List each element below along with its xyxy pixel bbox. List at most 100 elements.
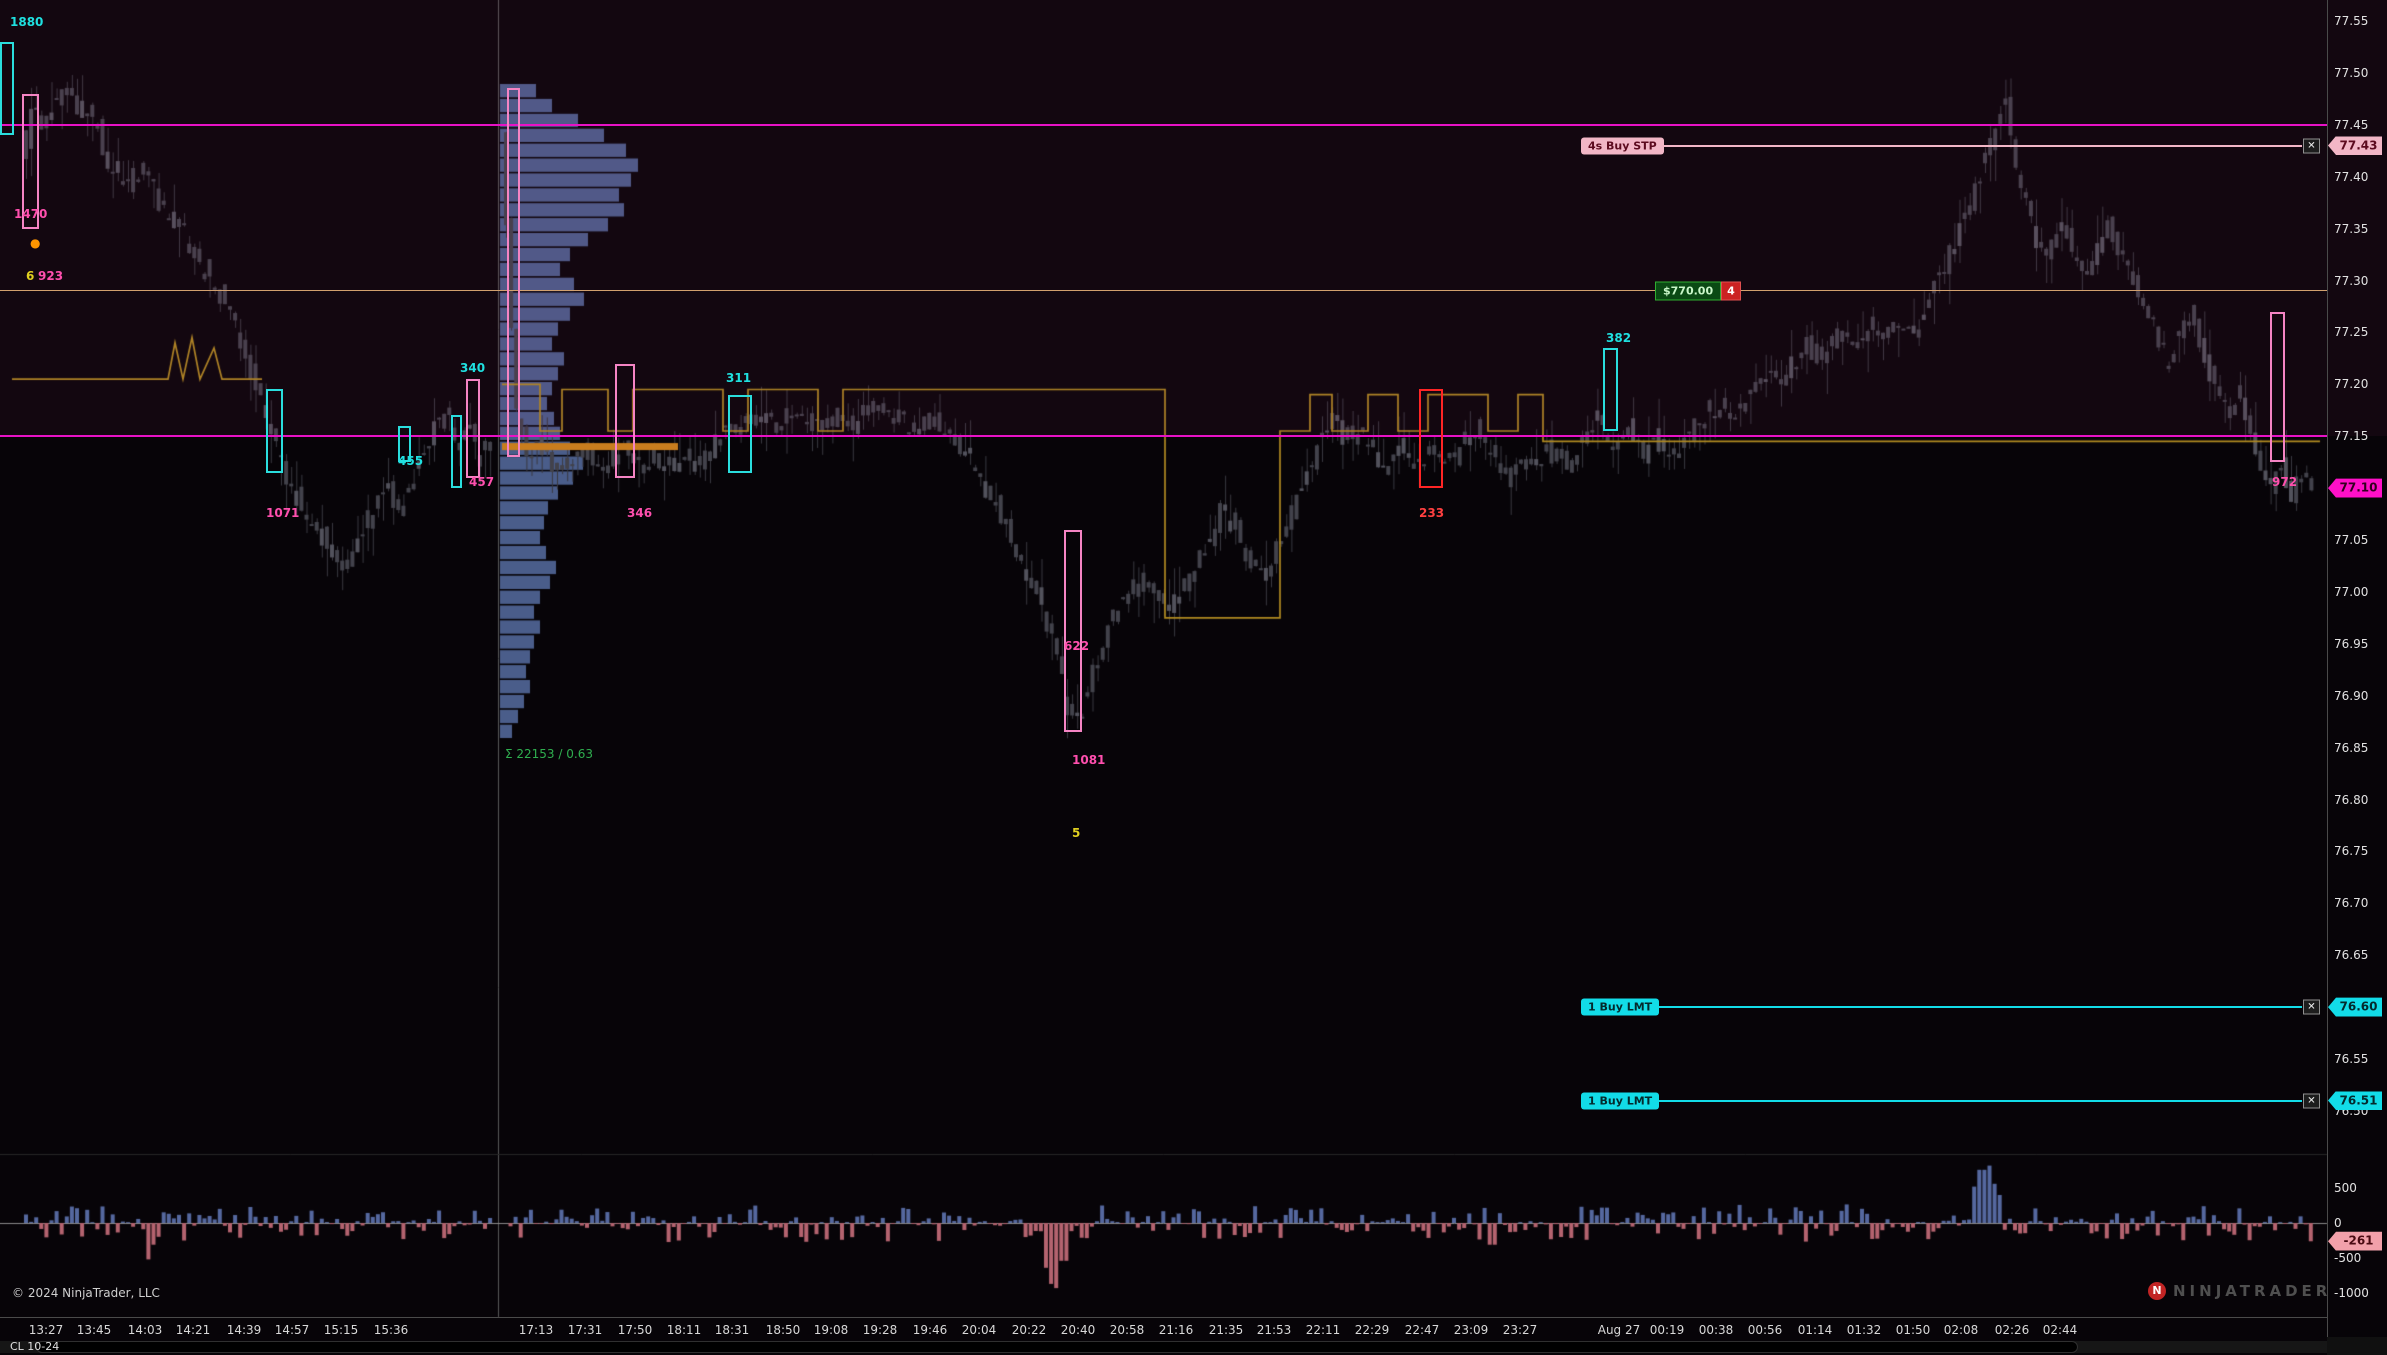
trade-highlight-box[interactable] xyxy=(466,379,480,478)
trade-highlight-box[interactable] xyxy=(507,88,520,457)
price-axis[interactable]: 77.55 77.50 77.45 77.40 77.35 77.30 77.25 77.20… xyxy=(2327,0,2387,1337)
time-axis-label: 02:44 xyxy=(2042,1323,2078,1337)
order-label[interactable]: 1 Buy LMT xyxy=(1581,998,1660,1016)
chart-overlays: 1880 1470 ● 6 923 1071 455 340 457 346 311 622 1081 5… xyxy=(0,15,2327,1110)
order-line xyxy=(1654,144,2302,147)
time-axis-label: 23:27 xyxy=(1502,1323,1538,1337)
volume-annotation: 346 xyxy=(627,506,653,520)
trade-highlight-box[interactable] xyxy=(398,425,411,463)
trade-highlight-box[interactable] xyxy=(266,389,283,473)
volume-annotation: 340 xyxy=(460,361,486,375)
volume-annotation: 311 xyxy=(726,371,752,385)
volume-annotation: 622 xyxy=(1064,639,1090,653)
time-axis[interactable]: 13:27 13:45 14:03 14:21 14:39 14:57 15:15 15:36… xyxy=(0,1317,2327,1341)
trade-highlight-box[interactable] xyxy=(1603,347,1618,431)
time-axis-label: 22:11 xyxy=(1305,1323,1341,1337)
volume-annotation: 1880 xyxy=(10,15,44,29)
order-cancel-button[interactable]: ✕ xyxy=(2303,999,2320,1015)
time-axis-label: 22:29 xyxy=(1354,1323,1390,1337)
volume-annotation: 923 xyxy=(38,269,64,283)
time-axis-label: 02:26 xyxy=(1994,1323,2030,1337)
time-axis-label: 20:58 xyxy=(1109,1323,1145,1337)
trade-highlight-box[interactable] xyxy=(728,394,752,473)
time-axis-label: 14:21 xyxy=(175,1323,211,1337)
trade-highlight-box[interactable] xyxy=(615,363,635,478)
time-axis-label: 14:03 xyxy=(127,1323,163,1337)
trade-highlight-box[interactable] xyxy=(1419,389,1443,489)
resistance-line[interactable] xyxy=(0,123,2327,126)
price-axis-label: 76.70 xyxy=(2334,896,2369,911)
order-cancel-button[interactable]: ✕ xyxy=(2303,1093,2320,1109)
time-axis-label: 15:15 xyxy=(323,1323,359,1337)
price-axis-label: 76.65 xyxy=(2334,948,2369,963)
volume-annotation: 1081 xyxy=(1072,753,1106,767)
trade-highlight-box[interactable] xyxy=(451,415,462,489)
price-axis-label: 77.40 xyxy=(2334,169,2369,184)
trade-highlight-box[interactable] xyxy=(2270,311,2285,463)
price-axis-label: 77.30 xyxy=(2334,273,2369,288)
time-axis-label: 17:50 xyxy=(617,1323,653,1337)
price-axis-label: 77.00 xyxy=(2334,584,2369,599)
volume-profile-sum-label: Σ 22153 / 0.63 xyxy=(505,747,593,761)
last-price-badge: 77.10 xyxy=(2328,478,2382,498)
order-line xyxy=(1654,1099,2302,1102)
time-axis-label: 00:38 xyxy=(1698,1323,1734,1337)
volume-annotation: 233 xyxy=(1419,506,1445,520)
time-axis-label: 22:47 xyxy=(1404,1323,1440,1337)
time-axis-label: 01:14 xyxy=(1797,1323,1833,1337)
order-cancel-button[interactable]: ✕ xyxy=(2303,138,2320,154)
volume-annotation: 6 xyxy=(26,269,35,283)
volume-annotation: 455 xyxy=(398,454,424,468)
price-axis-label: 76.85 xyxy=(2334,740,2369,755)
time-axis-label: 01:50 xyxy=(1895,1323,1931,1337)
time-axis-label: Aug 27 xyxy=(1597,1323,1641,1337)
time-axis-label: 13:27 xyxy=(28,1323,64,1337)
position-pnl-badge[interactable]: $770.00 4 xyxy=(1655,281,1741,301)
time-axis-label: 00:56 xyxy=(1747,1323,1783,1337)
price-axis-label: 77.55 xyxy=(2334,14,2369,28)
watermark-text: NINJATRADER xyxy=(2173,1282,2332,1300)
time-axis-label: 20:22 xyxy=(1011,1323,1047,1337)
support-line[interactable] xyxy=(0,435,2327,438)
time-axis-label: 17:31 xyxy=(567,1323,603,1337)
order-price-badge: 77.43 xyxy=(2328,136,2382,156)
trade-highlight-box[interactable] xyxy=(22,93,39,229)
symbol-label: CL 10-24 xyxy=(10,1340,60,1353)
time-axis-label: 19:46 xyxy=(912,1323,948,1337)
order-line xyxy=(1654,1006,2302,1009)
time-axis-label: 17:13 xyxy=(518,1323,554,1337)
delta-axis-label: -500 xyxy=(2334,1251,2362,1265)
time-axis-label: 13:45 xyxy=(76,1323,112,1337)
horizontal-scrollbar[interactable] xyxy=(0,1341,2327,1353)
axis-corner xyxy=(2327,1337,2387,1355)
entry-price-line[interactable] xyxy=(0,290,2327,292)
time-axis-label: 21:16 xyxy=(1158,1323,1194,1337)
trade-highlight-box[interactable] xyxy=(0,41,14,136)
time-axis-label: 21:35 xyxy=(1208,1323,1244,1337)
time-axis-label: 14:57 xyxy=(274,1323,310,1337)
position-pnl: $770.00 xyxy=(1655,281,1722,301)
delta-axis-label: 0 xyxy=(2334,1216,2342,1230)
price-axis-label: 77.15 xyxy=(2334,429,2369,444)
volume-annotation: 1071 xyxy=(266,506,300,520)
order-price-badge: 76.51 xyxy=(2328,1091,2382,1111)
order-label[interactable]: 4s Buy STP xyxy=(1581,137,1664,155)
time-axis-label: 18:11 xyxy=(666,1323,702,1337)
price-axis-label: 77.50 xyxy=(2334,65,2369,80)
order-label[interactable]: 1 Buy LMT xyxy=(1581,1092,1660,1110)
delta-axis-label: -1000 xyxy=(2334,1286,2369,1300)
time-axis-label: 19:28 xyxy=(862,1323,898,1337)
price-axis-label: 76.80 xyxy=(2334,792,2369,807)
time-axis-label: 19:08 xyxy=(813,1323,849,1337)
delta-axis-label: 500 xyxy=(2334,1181,2357,1195)
volume-annotation: 972 xyxy=(2272,475,2298,489)
ninjatrader-watermark: N NINJATRADER xyxy=(2148,1282,2331,1300)
price-axis-label: 77.35 xyxy=(2334,221,2369,236)
price-axis-label: 76.90 xyxy=(2334,688,2369,703)
time-axis-label: 20:04 xyxy=(961,1323,997,1337)
trade-highlight-box[interactable] xyxy=(1064,529,1082,733)
scrollbar-thumb[interactable] xyxy=(36,1341,2078,1353)
order-price-badge: 76.60 xyxy=(2328,997,2382,1017)
